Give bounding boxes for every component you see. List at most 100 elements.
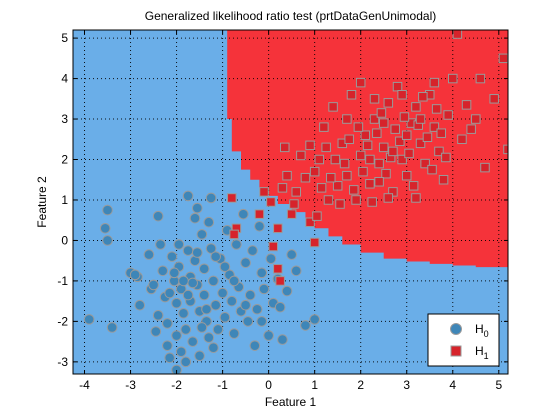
h0-point xyxy=(99,223,111,234)
h1-point xyxy=(452,30,463,39)
h1-point xyxy=(344,134,354,145)
h1-point xyxy=(282,170,292,181)
h0-point xyxy=(180,324,192,335)
h1-point xyxy=(291,187,302,197)
h1-point xyxy=(448,73,458,84)
h1-point xyxy=(254,209,265,219)
h1-point xyxy=(461,100,472,110)
h1-point xyxy=(321,142,331,153)
h1-point xyxy=(441,152,451,163)
x-tick-label: -2 xyxy=(171,378,182,392)
h0-point xyxy=(251,303,263,315)
h0-point xyxy=(240,257,251,269)
h0-point xyxy=(242,316,254,327)
h1-point xyxy=(383,193,394,203)
legend-h0-marker xyxy=(450,323,462,335)
h1-point xyxy=(355,150,366,161)
x-tick-label: -4 xyxy=(79,378,90,392)
x-tick-label: 0 xyxy=(265,378,272,392)
h0-point xyxy=(290,265,302,277)
h0-point xyxy=(171,330,182,341)
h0-point xyxy=(217,287,228,299)
h1-point xyxy=(388,146,398,157)
h1-point xyxy=(339,158,350,169)
h0-point xyxy=(106,322,118,333)
h1-point xyxy=(358,166,368,177)
h1-point xyxy=(332,181,343,191)
h0-point xyxy=(205,192,217,204)
h1-point xyxy=(415,114,426,124)
axis-ticks: -4 -3 -2 -1 0 1 2 3 4 5 -3 -2 -1 0 1 2 3 4 5 xyxy=(57,30,508,392)
h0-point xyxy=(274,301,286,313)
h0-point xyxy=(152,210,164,222)
h1-point xyxy=(362,140,373,151)
h1-point xyxy=(401,130,412,140)
y-tick-label: 1 xyxy=(61,193,68,207)
h1-point xyxy=(427,164,437,175)
h0-point xyxy=(162,340,173,351)
h0-point xyxy=(210,251,221,262)
h0-point xyxy=(226,295,238,307)
h0-point xyxy=(173,239,185,250)
h1-point xyxy=(365,179,375,189)
h1-point xyxy=(466,124,476,134)
h1-point xyxy=(259,187,269,197)
h0-point xyxy=(281,285,293,297)
h0-point xyxy=(178,307,189,319)
h0-point xyxy=(102,204,113,216)
h1-point xyxy=(378,118,389,128)
h1-point xyxy=(436,128,447,138)
h1-point xyxy=(376,108,387,118)
h1-point xyxy=(372,128,382,138)
h0-point xyxy=(102,235,113,246)
h0-point xyxy=(258,283,270,295)
h1-point xyxy=(309,166,320,177)
h0-point xyxy=(191,247,203,258)
h0-point xyxy=(208,342,219,353)
h1-point xyxy=(369,114,380,124)
h1-point xyxy=(369,94,380,104)
h0-point xyxy=(191,202,203,214)
h1-point xyxy=(279,142,290,153)
h1-point xyxy=(429,122,440,132)
h0-point xyxy=(265,253,277,264)
h0-point xyxy=(205,243,217,254)
h1-point xyxy=(434,146,444,157)
h0-point xyxy=(189,212,201,224)
h1-point xyxy=(326,172,336,183)
h0-point xyxy=(171,364,182,374)
h0-point xyxy=(238,208,249,220)
h1-point xyxy=(395,136,405,147)
h0-point xyxy=(155,239,166,250)
h1-point xyxy=(335,199,345,209)
h1-point xyxy=(346,90,357,100)
h1-point xyxy=(381,168,391,179)
h0-point xyxy=(164,352,175,364)
h0-point xyxy=(182,190,194,202)
y-tick-label: 4 xyxy=(61,72,68,86)
h0-point xyxy=(182,289,194,301)
h0-points xyxy=(83,190,320,374)
h0-point xyxy=(194,350,205,362)
h0-point xyxy=(187,277,198,289)
h1-point xyxy=(314,154,325,165)
h1-point xyxy=(408,181,419,191)
x-tick-label: -1 xyxy=(217,378,228,392)
h1-point xyxy=(365,154,375,165)
h0-point xyxy=(286,249,297,260)
h0-point xyxy=(152,310,164,321)
h1-point xyxy=(351,195,361,205)
y-tick-label: 5 xyxy=(61,31,68,45)
y-tick-label: 2 xyxy=(61,153,68,167)
y-tick-label: -1 xyxy=(57,274,68,288)
h0-point xyxy=(168,267,180,279)
h1-point xyxy=(349,185,359,195)
h1-point xyxy=(397,90,407,100)
legend: H0 H1 xyxy=(427,313,500,367)
h0-point xyxy=(198,263,210,275)
h1-point xyxy=(360,130,371,140)
h1-point xyxy=(312,211,322,221)
h0-point xyxy=(219,261,231,273)
h0-point xyxy=(256,316,268,327)
